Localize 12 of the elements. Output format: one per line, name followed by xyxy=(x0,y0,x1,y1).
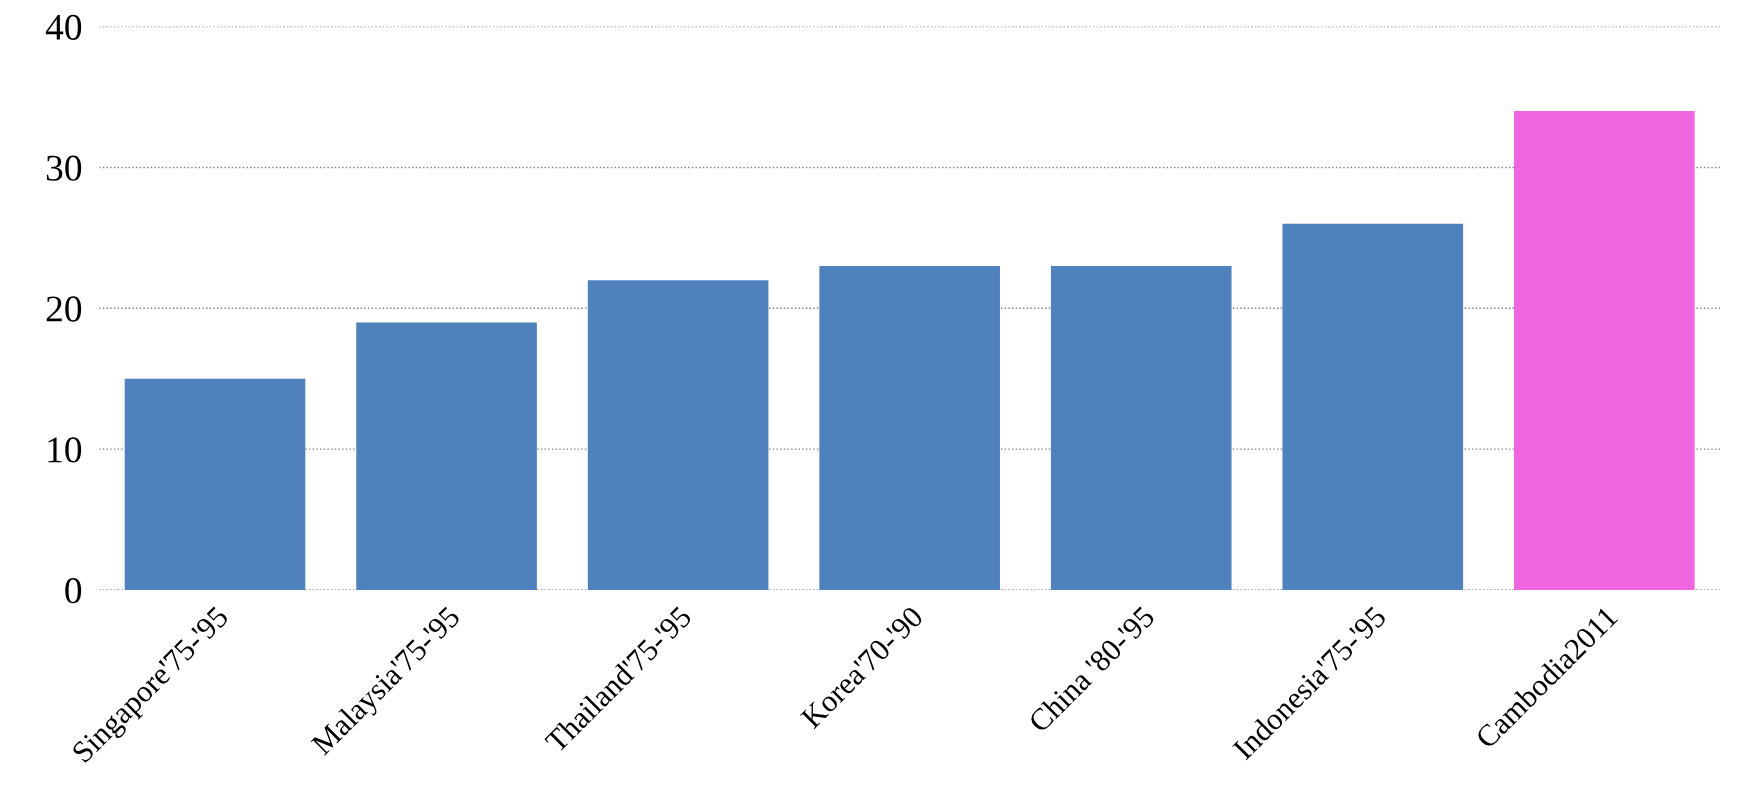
bar xyxy=(587,280,769,590)
bar xyxy=(819,266,1000,590)
bar xyxy=(124,378,306,590)
bar xyxy=(356,322,537,590)
y-tick-label: 30 xyxy=(46,155,82,181)
y-tick-label: 10 xyxy=(48,437,82,463)
bar xyxy=(1514,111,1695,590)
bar xyxy=(1050,266,1232,590)
y-tick-label: 40 xyxy=(45,14,82,40)
y-tick-label: 0 xyxy=(65,578,82,604)
bar xyxy=(1282,223,1464,590)
y-tick-label: 20 xyxy=(46,296,82,322)
